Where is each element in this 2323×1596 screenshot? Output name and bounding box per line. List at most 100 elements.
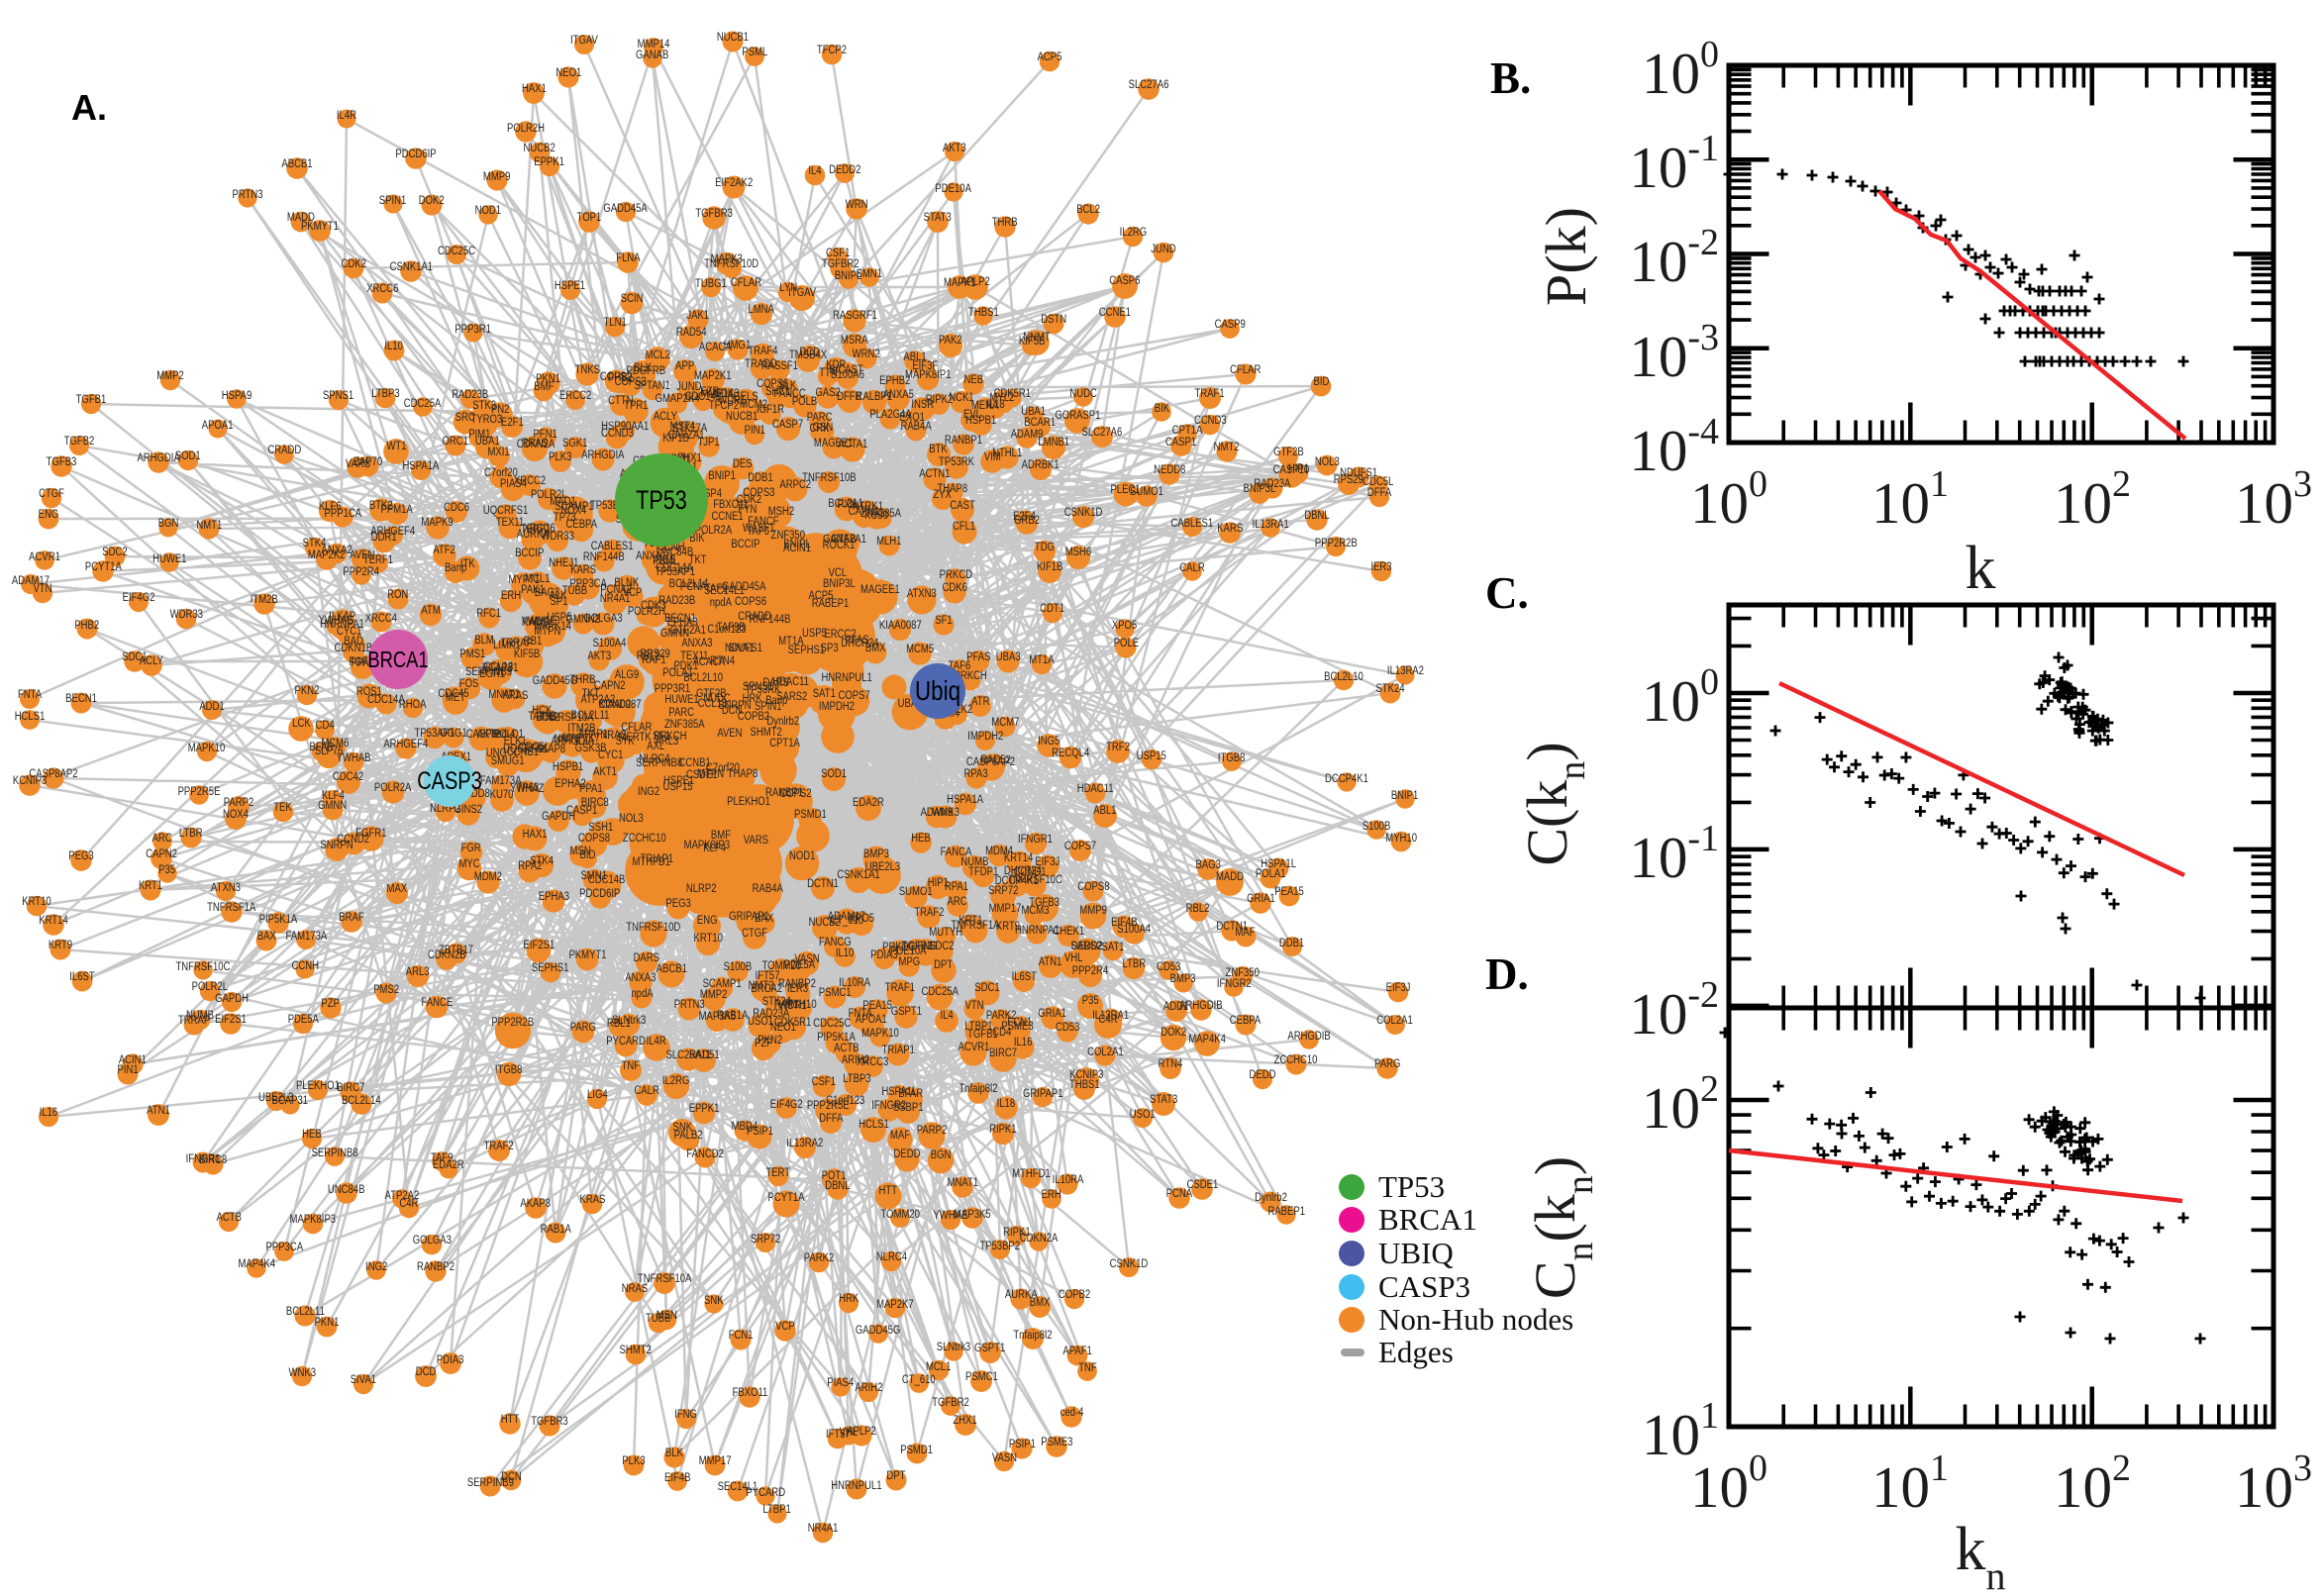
svg-text:DDB1: DDB1 xyxy=(748,471,772,484)
svg-text:SEPHS1: SEPHS1 xyxy=(532,961,569,974)
svg-text:CASP3: CASP3 xyxy=(1378,1269,1470,1304)
svg-text:EIF4B: EIF4B xyxy=(1111,916,1137,929)
svg-text:TP63: TP63 xyxy=(516,781,539,794)
svg-text:PDE5A: PDE5A xyxy=(784,958,816,971)
svg-text:CASP9: CASP9 xyxy=(1215,318,1246,331)
svg-text:GMNN: GMNN xyxy=(660,627,689,640)
svg-text:POLA1: POLA1 xyxy=(662,666,693,679)
svg-text:CAPN2: CAPN2 xyxy=(594,679,626,692)
svg-text:ZHX1: ZHX1 xyxy=(953,1414,976,1427)
svg-text:MT1A: MT1A xyxy=(1029,653,1055,666)
svg-text:NUMB: NUMB xyxy=(960,855,988,868)
svg-text:SDC1: SDC1 xyxy=(974,981,999,994)
svg-text:GINS2: GINS2 xyxy=(454,803,482,816)
svg-text:CCNE1: CCNE1 xyxy=(711,510,743,523)
svg-text:CASP10: CASP10 xyxy=(1273,463,1309,476)
svg-text:CSNK1D: CSNK1D xyxy=(1064,506,1103,519)
svg-text:NOL3: NOL3 xyxy=(1315,455,1340,468)
svg-text:PCYT1A: PCYT1A xyxy=(85,560,123,573)
svg-text:ARL3: ARL3 xyxy=(656,735,679,748)
svg-text:COPB2: COPB2 xyxy=(738,710,769,723)
svg-text:HSPB1: HSPB1 xyxy=(553,760,583,773)
svg-text:Edges: Edges xyxy=(1378,1335,1454,1369)
svg-text:TAF9B: TAF9B xyxy=(717,621,746,634)
svg-text:IL10: IL10 xyxy=(384,340,403,352)
svg-text:FAM173A: FAM173A xyxy=(480,774,522,787)
svg-text:NUMB: NUMB xyxy=(186,1009,214,1022)
svg-text:POT1: POT1 xyxy=(822,1169,847,1182)
svg-text:HTT: HTT xyxy=(879,1184,898,1197)
svg-text:STK3: STK3 xyxy=(472,399,496,412)
svg-text:KDR: KDR xyxy=(826,358,846,371)
svg-text:FYN: FYN xyxy=(738,503,757,516)
svg-text:LMNB1: LMNB1 xyxy=(1038,436,1069,449)
svg-text:DCD: DCD xyxy=(416,1365,437,1378)
svg-text:DCD: DCD xyxy=(799,346,820,358)
svg-text:FCN1: FCN1 xyxy=(729,1329,754,1342)
svg-text:IL16: IL16 xyxy=(40,1106,58,1119)
svg-text:PXN: PXN xyxy=(838,498,858,511)
svg-text:SLK: SLK xyxy=(778,379,797,392)
svg-text:PARK2: PARK2 xyxy=(804,1251,834,1264)
svg-text:SERPINB9: SERPINB9 xyxy=(467,1476,514,1489)
svg-text:CRK: CRK xyxy=(810,422,831,435)
svg-text:CASP8AP2: CASP8AP2 xyxy=(966,755,1015,768)
svg-text:MST4: MST4 xyxy=(670,420,695,433)
svg-text:PEA15: PEA15 xyxy=(862,999,892,1012)
svg-text:GAPDH: GAPDH xyxy=(542,810,575,823)
svg-text:BID: BID xyxy=(1313,375,1329,388)
svg-text:CEBPA: CEBPA xyxy=(1230,1014,1262,1027)
svg-text:LMNA: LMNA xyxy=(748,303,774,316)
svg-text:TFDP1: TFDP1 xyxy=(968,865,998,878)
svg-text:HNRNPUL1: HNRNPUL1 xyxy=(831,1479,881,1492)
svg-text:KIF5B: KIF5B xyxy=(514,648,540,660)
svg-text:AKAP8: AKAP8 xyxy=(535,743,565,755)
svg-text:MAPK8IP3: MAPK8IP3 xyxy=(684,839,731,851)
svg-text:PSIP1: PSIP1 xyxy=(1009,1438,1036,1450)
svg-text:NMT2: NMT2 xyxy=(1214,441,1240,453)
svg-text:MT1A: MT1A xyxy=(778,635,804,648)
svg-text:PEG3: PEG3 xyxy=(68,849,93,862)
svg-text:HNRNPA1: HNRNPA1 xyxy=(320,618,364,631)
svg-text:NOX4: NOX4 xyxy=(560,504,586,517)
svg-text:THRB: THRB xyxy=(570,673,596,686)
svg-text:MSRA: MSRA xyxy=(841,334,868,347)
svg-text:Ubiq: Ubiq xyxy=(915,676,960,707)
svg-text:DEDD2: DEDD2 xyxy=(829,163,860,176)
svg-text:DBNL: DBNL xyxy=(1304,509,1329,522)
svg-text:PDE5A: PDE5A xyxy=(288,1013,320,1026)
svg-text:COPS6: COPS6 xyxy=(757,377,788,390)
svg-text:Tnfaip8l2: Tnfaip8l2 xyxy=(959,1082,997,1095)
svg-text:SLNtrk3: SLNtrk3 xyxy=(937,1341,970,1353)
svg-text:PPP2R2B: PPP2R2B xyxy=(491,1016,534,1029)
svg-text:DHCR24: DHCR24 xyxy=(841,637,878,649)
svg-text:AURKA: AURKA xyxy=(1005,1288,1038,1301)
svg-text:ITM2B: ITM2B xyxy=(251,593,278,606)
svg-text:RAF1: RAF1 xyxy=(642,653,665,666)
svg-text:NTRK1: NTRK1 xyxy=(853,500,883,513)
svg-text:PYCARD: PYCARD xyxy=(606,1035,646,1047)
svg-text:XRCC6: XRCC6 xyxy=(523,522,555,535)
svg-text:TPR1: TPR1 xyxy=(624,399,648,412)
svg-text:IL13RA2: IL13RA2 xyxy=(786,1137,823,1149)
svg-text:CDK5R1: CDK5R1 xyxy=(993,387,1031,400)
svg-text:SRP72: SRP72 xyxy=(751,1233,780,1246)
svg-text:FANCG: FANCG xyxy=(819,936,852,948)
svg-text:TEK: TEK xyxy=(273,801,292,814)
svg-text:GELS: GELS xyxy=(733,390,758,403)
svg-text:CSF1: CSF1 xyxy=(826,247,850,259)
svg-text:RPS29: RPS29 xyxy=(641,648,670,660)
svg-text:KU80: KU80 xyxy=(864,509,888,522)
svg-text:IL10RA: IL10RA xyxy=(839,976,870,989)
svg-text:PLEC1: PLEC1 xyxy=(1110,483,1140,496)
svg-text:PRKCD: PRKCD xyxy=(940,568,972,581)
svg-text:COPS7: COPS7 xyxy=(1064,840,1096,852)
svg-text:MTHFD1: MTHFD1 xyxy=(1012,1167,1051,1180)
svg-text:CRADD: CRADD xyxy=(267,444,301,456)
svg-text:WT1: WT1 xyxy=(386,440,406,452)
svg-text:SIVA1: SIVA1 xyxy=(728,642,754,654)
svg-text:EIF2AK2: EIF2AK2 xyxy=(715,176,753,189)
svg-text:ANXA3: ANXA3 xyxy=(625,971,656,984)
svg-text:VAV1: VAV1 xyxy=(528,615,551,628)
svg-text:EIF3J: EIF3J xyxy=(1035,855,1060,868)
